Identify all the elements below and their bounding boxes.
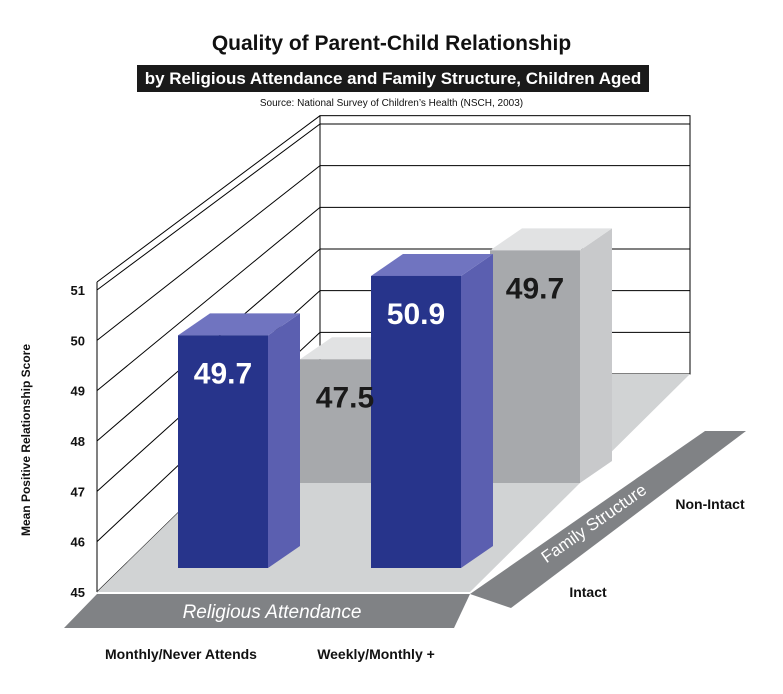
bar-1-1 <box>490 228 612 483</box>
y-tick-label: 46 <box>71 535 85 550</box>
bar <box>490 250 580 483</box>
gridline-left <box>96 206 321 392</box>
y-tick-label: 51 <box>71 283 85 298</box>
chart-source: Source: National Survey of Children’s He… <box>259 98 524 109</box>
chart-subtitle: by Religious Attendance and Family Struc… <box>137 65 649 115</box>
y-tick-label: 45 <box>71 585 85 600</box>
bar-value-label: 49.7 <box>506 272 564 305</box>
bar-0-0 <box>178 313 300 568</box>
z-axis-band <box>470 431 746 608</box>
bar-value-label: 50.9 <box>387 298 445 331</box>
bar-side <box>580 228 612 483</box>
y-tick-label: 50 <box>71 333 85 348</box>
left-wall-top-edge <box>96 115 321 283</box>
gridline-left <box>96 165 321 341</box>
x-axis-band <box>64 594 470 628</box>
bar-side <box>461 253 493 568</box>
bar <box>178 335 268 568</box>
bar-value-label: 47.5 <box>316 381 374 414</box>
chart-title: Quality of Parent-Child Relationship <box>211 32 572 55</box>
y-tick-label: 48 <box>71 434 85 449</box>
bar-side <box>268 313 300 568</box>
y-axis-title: Mean Positive Relationship Score <box>19 344 33 536</box>
y-tick-label: 49 <box>71 384 85 399</box>
y-tick-label: 47 <box>71 484 85 499</box>
x-category-label: Weekly/Monthly + <box>317 646 435 662</box>
x-category-label: Monthly/Never Attends <box>105 646 257 662</box>
bar-top <box>490 228 612 251</box>
bar <box>371 275 461 568</box>
bar-top <box>178 313 300 336</box>
gridline-left <box>96 123 321 291</box>
bar-0-1 <box>371 253 493 568</box>
series-label: Non-Intact <box>675 496 745 512</box>
x-axis-title: Religious Attendance <box>183 602 362 623</box>
bar-value-label: 49.7 <box>194 357 252 390</box>
series-label: Intact <box>569 584 607 600</box>
bar-top <box>371 253 493 276</box>
